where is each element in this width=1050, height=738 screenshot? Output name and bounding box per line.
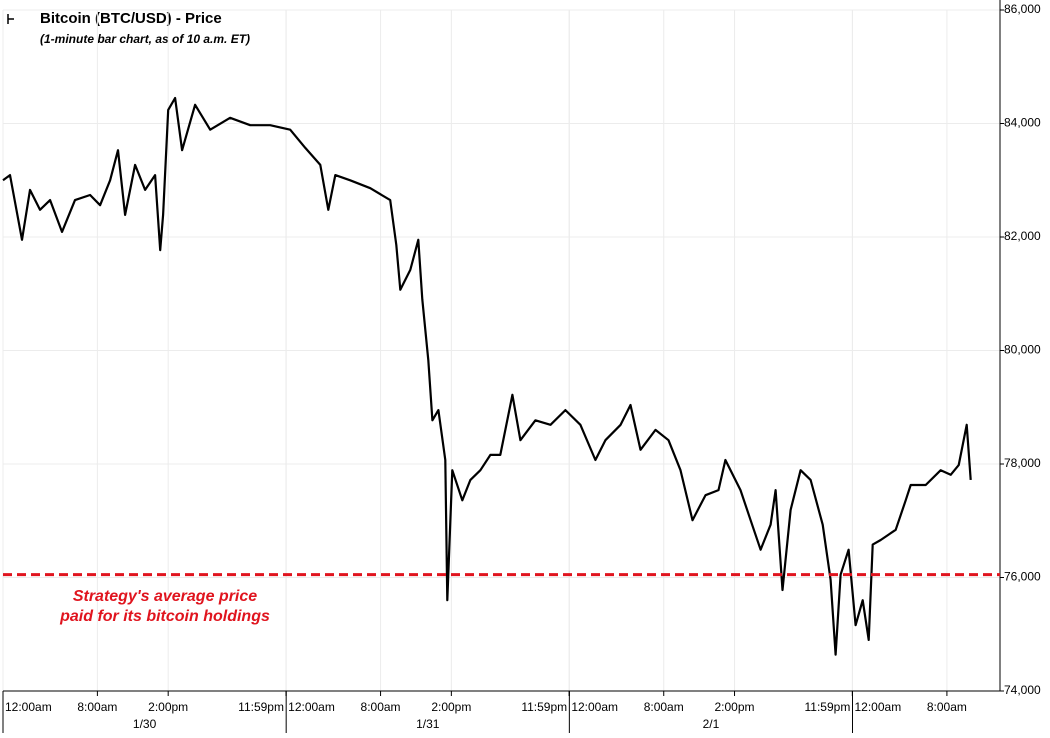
x-tick-label: 2:00pm: [431, 700, 471, 714]
y-tick-label: 76,000: [1004, 570, 1041, 584]
chart-title: Bitcoin (BTC/USD) - Price: [40, 10, 222, 27]
x-tick-label: 8:00am: [361, 700, 401, 714]
x-tick-label: 11:59pm: [238, 700, 284, 714]
chart-icon: [7, 14, 14, 24]
price-line: [2, 96, 972, 656]
y-tick-label: 78,000: [1004, 456, 1041, 470]
x-tick-label: 2:00pm: [715, 700, 755, 714]
x-tick-label: 2:00pm: [148, 700, 188, 714]
x-tick-label: 12:00am: [5, 700, 52, 714]
reference-label: Strategy's average price: [73, 588, 257, 605]
x-tick-label: 8:00am: [927, 700, 967, 714]
x-tick-label: 12:00am: [855, 700, 902, 714]
day-label: 2/1: [703, 717, 720, 731]
y-tick-label: 80,000: [1004, 343, 1041, 357]
day-label: 1/30: [133, 717, 157, 731]
y-tick-label: 82,000: [1004, 229, 1041, 243]
chart-subtitle: (1-minute bar chart, as of 10 a.m. ET): [40, 32, 250, 46]
x-tick-label: 11:59pm: [521, 700, 567, 714]
x-tick-label: 8:00am: [644, 700, 684, 714]
x-tick-label: 11:59pm: [805, 700, 851, 714]
x-tick-label: 12:00am: [571, 700, 618, 714]
y-tick-label: 86,000: [1004, 2, 1041, 16]
y-tick-label: 84,000: [1004, 116, 1041, 130]
day-label: 1/31: [416, 717, 440, 731]
reference-label: paid for its bitcoin holdings: [59, 608, 270, 625]
y-tick-label: 74,000: [1004, 683, 1041, 697]
x-tick-label: 8:00am: [77, 700, 117, 714]
x-tick-label: 12:00am: [288, 700, 335, 714]
